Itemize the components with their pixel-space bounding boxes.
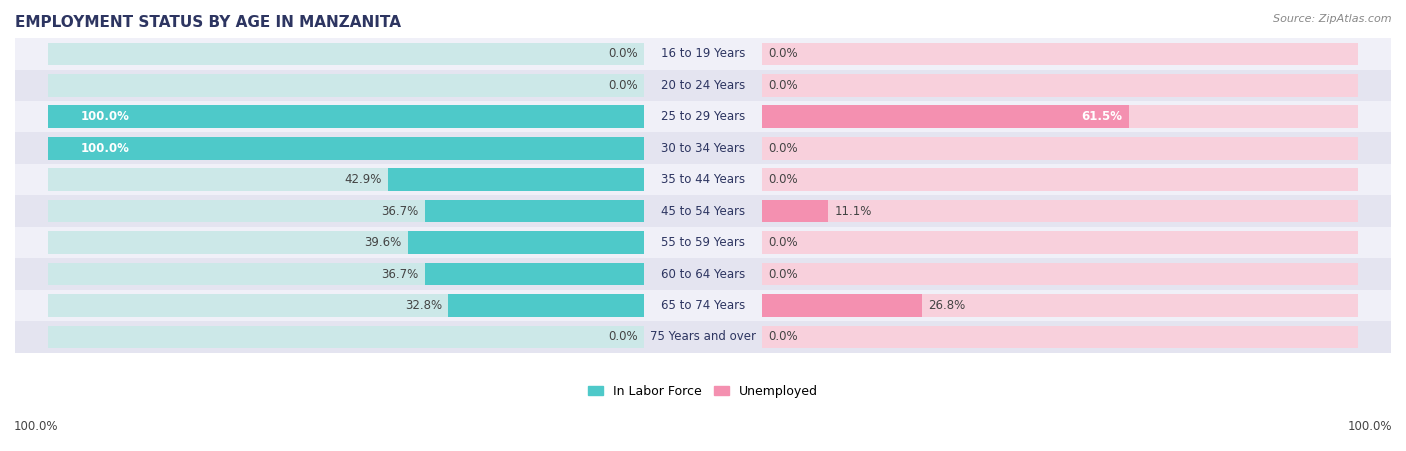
Text: 55 to 59 Years: 55 to 59 Years bbox=[661, 236, 745, 249]
Bar bbox=[762, 294, 1358, 317]
Bar bbox=[48, 168, 644, 191]
Bar bbox=[762, 106, 1129, 128]
Text: 0.0%: 0.0% bbox=[769, 47, 799, 60]
Text: 0.0%: 0.0% bbox=[769, 142, 799, 155]
Text: 100.0%: 100.0% bbox=[1347, 420, 1392, 433]
Text: 61.5%: 61.5% bbox=[1081, 110, 1122, 123]
Text: 20 to 24 Years: 20 to 24 Years bbox=[661, 79, 745, 92]
Text: 100.0%: 100.0% bbox=[14, 420, 59, 433]
Bar bbox=[15, 133, 1391, 164]
Bar bbox=[408, 231, 644, 254]
Text: 0.0%: 0.0% bbox=[607, 47, 637, 60]
Text: 100.0%: 100.0% bbox=[80, 110, 129, 123]
Text: Source: ZipAtlas.com: Source: ZipAtlas.com bbox=[1274, 14, 1392, 23]
Text: 0.0%: 0.0% bbox=[607, 79, 637, 92]
Bar bbox=[15, 258, 1391, 290]
Text: 75 Years and over: 75 Years and over bbox=[650, 331, 756, 344]
Bar bbox=[762, 200, 1358, 222]
Text: 0.0%: 0.0% bbox=[769, 173, 799, 186]
Text: 65 to 74 Years: 65 to 74 Years bbox=[661, 299, 745, 312]
Bar bbox=[15, 290, 1391, 321]
Legend: In Labor Force, Unemployed: In Labor Force, Unemployed bbox=[583, 380, 823, 403]
Bar bbox=[762, 231, 1358, 254]
Bar bbox=[762, 200, 828, 222]
Bar bbox=[48, 42, 644, 65]
Bar bbox=[15, 321, 1391, 353]
Bar bbox=[48, 106, 644, 128]
Text: 25 to 29 Years: 25 to 29 Years bbox=[661, 110, 745, 123]
Bar bbox=[48, 137, 644, 160]
Text: 0.0%: 0.0% bbox=[607, 331, 637, 344]
Text: 11.1%: 11.1% bbox=[835, 205, 872, 218]
Text: 45 to 54 Years: 45 to 54 Years bbox=[661, 205, 745, 218]
Text: 16 to 19 Years: 16 to 19 Years bbox=[661, 47, 745, 60]
Text: 0.0%: 0.0% bbox=[769, 267, 799, 281]
Bar bbox=[48, 106, 644, 128]
Bar bbox=[762, 137, 1358, 160]
Bar bbox=[762, 74, 1358, 97]
Bar bbox=[762, 42, 1358, 65]
Text: 36.7%: 36.7% bbox=[381, 267, 419, 281]
Text: 60 to 64 Years: 60 to 64 Years bbox=[661, 267, 745, 281]
Bar bbox=[15, 164, 1391, 195]
Bar bbox=[762, 326, 1358, 348]
Text: 32.8%: 32.8% bbox=[405, 299, 441, 312]
Bar bbox=[48, 263, 644, 285]
Bar bbox=[762, 168, 1358, 191]
Bar bbox=[425, 200, 644, 222]
Bar bbox=[48, 326, 644, 348]
Text: 30 to 34 Years: 30 to 34 Years bbox=[661, 142, 745, 155]
Bar bbox=[425, 263, 644, 285]
Bar bbox=[388, 168, 644, 191]
Bar bbox=[48, 74, 644, 97]
Text: 42.9%: 42.9% bbox=[344, 173, 381, 186]
Bar bbox=[449, 294, 644, 317]
Bar bbox=[15, 195, 1391, 227]
Text: 0.0%: 0.0% bbox=[769, 331, 799, 344]
Bar bbox=[48, 137, 644, 160]
Text: 100.0%: 100.0% bbox=[80, 142, 129, 155]
Text: 26.8%: 26.8% bbox=[928, 299, 966, 312]
Text: 0.0%: 0.0% bbox=[769, 236, 799, 249]
Bar bbox=[762, 294, 922, 317]
Text: 35 to 44 Years: 35 to 44 Years bbox=[661, 173, 745, 186]
Bar bbox=[15, 101, 1391, 133]
Text: EMPLOYMENT STATUS BY AGE IN MANZANITA: EMPLOYMENT STATUS BY AGE IN MANZANITA bbox=[15, 15, 401, 30]
Text: 39.6%: 39.6% bbox=[364, 236, 401, 249]
Bar bbox=[762, 106, 1358, 128]
Bar bbox=[48, 294, 644, 317]
Bar bbox=[15, 69, 1391, 101]
Bar bbox=[48, 231, 644, 254]
Text: 36.7%: 36.7% bbox=[381, 205, 419, 218]
Bar bbox=[15, 227, 1391, 258]
Text: 0.0%: 0.0% bbox=[769, 79, 799, 92]
Bar bbox=[762, 263, 1358, 285]
Bar bbox=[15, 38, 1391, 69]
Bar bbox=[48, 200, 644, 222]
